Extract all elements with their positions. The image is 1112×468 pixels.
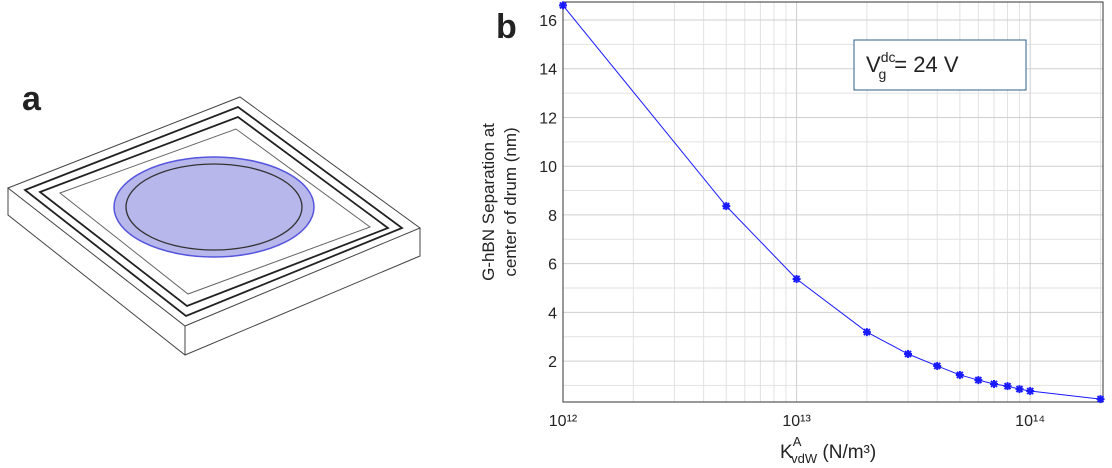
data-point [862,328,871,337]
y-tick-label: 10 [539,159,557,176]
x-label-main: K [780,442,793,463]
data-point [904,350,913,359]
annotation-rest: = 24 V [894,52,959,77]
data-point [1003,382,1012,391]
y-tick-label: 16 [539,13,557,30]
data-point [1015,385,1024,394]
chart: 2 4 6 8 10 12 14 16 10¹² 10¹³ 10¹⁴ [539,1,1105,430]
x-label-sup: A [793,434,802,449]
y-tick-label: 2 [548,354,557,371]
x-label-sub: vdW [791,451,818,466]
data-point [722,202,731,211]
annotation-sub: g [878,66,886,82]
x-tick-label: 10¹⁴ [1015,413,1045,430]
data-point [1096,395,1105,404]
y-tick-label: 8 [548,208,557,225]
annotation: Vdc g = 24 V [866,49,959,82]
x-label-unit: (N/m³) [817,442,876,463]
data-point [974,376,983,385]
y-tick-label: 12 [539,110,557,127]
y-tick-label: 4 [548,305,557,322]
annotation-box [853,39,1027,91]
data-point [559,1,567,10]
data-point [1026,387,1035,396]
device-diagram [7,96,422,356]
panel-label: b [496,8,517,46]
y-tick-label: 6 [548,257,557,274]
x-tick-label: 10¹² [549,413,578,430]
x-axis-label: KA vdW (N/m³) [780,434,876,466]
y-tick-label: 14 [539,62,557,79]
data-point [933,361,942,370]
annotation-sup: dc [881,49,896,65]
plot-frame [562,1,1104,403]
y-axis-label: G-hBN Separation at [479,123,498,281]
panel-label: a [22,80,42,118]
data-point [989,379,998,388]
y-axis-label: center of drum (nm) [501,127,520,276]
annotation-main: V [866,52,881,77]
data-point [792,274,801,283]
x-tick-label: 10¹³ [782,413,811,430]
data-point [955,370,964,379]
